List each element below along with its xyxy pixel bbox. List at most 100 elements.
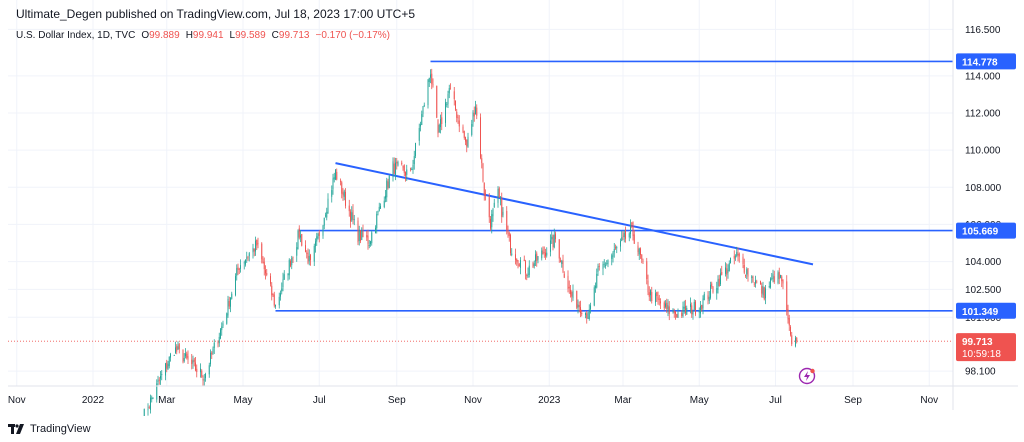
candle[interactable] xyxy=(275,304,276,309)
candle[interactable] xyxy=(420,121,421,132)
candle[interactable] xyxy=(567,270,569,293)
candle[interactable] xyxy=(648,286,650,301)
candle[interactable] xyxy=(335,169,336,181)
candle[interactable] xyxy=(615,244,616,250)
candle[interactable] xyxy=(718,274,720,287)
candle[interactable] xyxy=(552,234,554,251)
candle[interactable] xyxy=(751,275,753,284)
candle[interactable] xyxy=(602,261,604,276)
candle[interactable] xyxy=(177,341,179,350)
candle[interactable] xyxy=(301,233,303,247)
candle[interactable] xyxy=(272,293,274,298)
candle[interactable] xyxy=(193,357,195,367)
candle[interactable] xyxy=(588,304,590,321)
candle[interactable] xyxy=(300,229,301,243)
candle[interactable] xyxy=(605,262,606,269)
candle[interactable] xyxy=(368,240,370,249)
candle[interactable] xyxy=(677,308,679,318)
candle[interactable] xyxy=(730,257,731,264)
candle[interactable] xyxy=(595,282,596,293)
candle[interactable] xyxy=(603,259,605,268)
candle[interactable] xyxy=(770,277,771,289)
candle[interactable] xyxy=(255,236,256,256)
candle[interactable] xyxy=(736,246,738,258)
candle[interactable] xyxy=(422,106,424,118)
candle[interactable] xyxy=(535,250,536,266)
candle[interactable] xyxy=(796,336,798,344)
candle[interactable] xyxy=(393,157,395,175)
candle[interactable] xyxy=(192,355,194,369)
candle[interactable] xyxy=(463,130,465,140)
candle[interactable] xyxy=(543,246,545,258)
candle[interactable] xyxy=(760,280,761,285)
candle[interactable] xyxy=(501,192,503,223)
candle[interactable] xyxy=(322,224,324,239)
candle[interactable] xyxy=(427,78,429,109)
candle[interactable] xyxy=(378,202,380,212)
candle[interactable] xyxy=(612,251,614,263)
chart-canvas[interactable]: Nov 2022 Mar May Jul Sep Nov 2023 Mar May Jul Sep No… xyxy=(8,0,1018,416)
candle[interactable] xyxy=(377,210,379,216)
candle[interactable] xyxy=(780,274,781,279)
candle[interactable] xyxy=(545,248,546,260)
candle[interactable] xyxy=(702,295,704,315)
candle[interactable] xyxy=(278,292,280,309)
candle[interactable] xyxy=(768,281,770,289)
candle[interactable] xyxy=(148,405,150,409)
candle[interactable] xyxy=(158,377,160,385)
candle-layer[interactable] xyxy=(143,68,798,416)
candle[interactable] xyxy=(537,256,539,264)
candle[interactable] xyxy=(637,241,639,256)
candle[interactable] xyxy=(651,286,653,304)
candle[interactable] xyxy=(306,250,308,259)
candle[interactable] xyxy=(270,273,271,287)
candle[interactable] xyxy=(282,272,284,292)
candle[interactable] xyxy=(227,295,229,318)
candle[interactable] xyxy=(173,354,175,356)
candle[interactable] xyxy=(183,353,185,363)
candle[interactable] xyxy=(725,262,726,277)
candle[interactable] xyxy=(360,230,361,244)
candle[interactable] xyxy=(622,231,624,241)
candle[interactable] xyxy=(641,254,643,264)
candle[interactable] xyxy=(507,225,509,238)
candle[interactable] xyxy=(446,101,448,108)
candle[interactable] xyxy=(187,350,189,365)
candle[interactable] xyxy=(348,199,350,217)
candle[interactable] xyxy=(310,253,311,266)
candle[interactable] xyxy=(578,301,580,313)
candle[interactable] xyxy=(333,172,335,183)
candle[interactable] xyxy=(290,259,291,268)
candle[interactable] xyxy=(560,257,561,263)
candle[interactable] xyxy=(196,364,198,378)
candle[interactable] xyxy=(205,372,206,382)
candle[interactable] xyxy=(772,269,774,283)
candle[interactable] xyxy=(607,259,609,268)
candle[interactable] xyxy=(596,268,598,289)
candle[interactable] xyxy=(318,230,320,243)
candle[interactable] xyxy=(527,267,529,279)
candle[interactable] xyxy=(692,309,694,320)
candle[interactable] xyxy=(178,342,180,354)
lightning-icon[interactable] xyxy=(798,367,816,385)
candle[interactable] xyxy=(195,356,196,372)
candle[interactable] xyxy=(498,186,500,198)
candle[interactable] xyxy=(571,290,573,303)
candle[interactable] xyxy=(480,113,481,160)
candle[interactable] xyxy=(761,282,763,298)
candle[interactable] xyxy=(520,257,521,275)
candle[interactable] xyxy=(441,112,443,131)
candle[interactable] xyxy=(546,247,548,258)
candle[interactable] xyxy=(532,261,534,268)
candle[interactable] xyxy=(431,68,433,90)
candle[interactable] xyxy=(436,85,438,119)
candle[interactable] xyxy=(553,228,555,249)
candle[interactable] xyxy=(342,188,344,201)
candle[interactable] xyxy=(561,259,563,268)
candle[interactable] xyxy=(182,349,184,364)
candle[interactable] xyxy=(415,142,416,159)
candle[interactable] xyxy=(308,249,310,266)
candle[interactable] xyxy=(208,362,210,378)
candle[interactable] xyxy=(668,301,670,321)
candle[interactable] xyxy=(262,256,264,264)
